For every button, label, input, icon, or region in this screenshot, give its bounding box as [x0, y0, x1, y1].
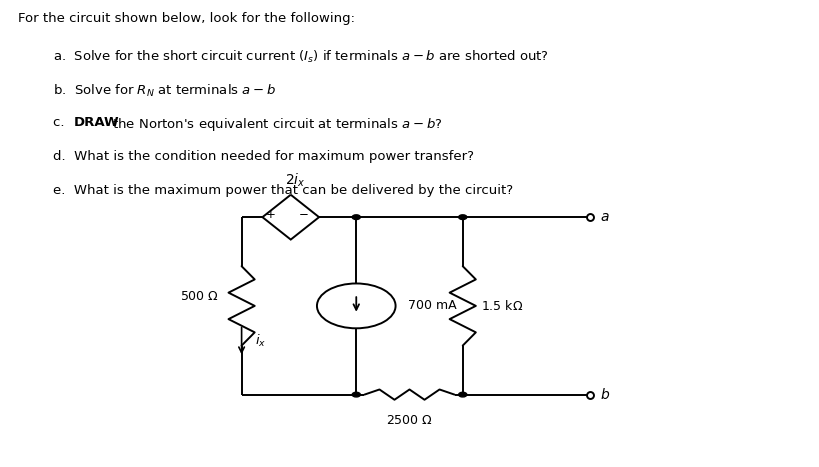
- Circle shape: [459, 215, 467, 219]
- Text: d.  What is the condition needed for maximum power transfer?: d. What is the condition needed for maxi…: [53, 150, 474, 163]
- Text: 500 $\Omega$: 500 $\Omega$: [179, 290, 219, 303]
- Text: For the circuit shown below, look for the following:: For the circuit shown below, look for th…: [18, 12, 355, 25]
- Text: 2500 $\Omega$: 2500 $\Omega$: [386, 414, 433, 427]
- Text: $a$: $a$: [600, 210, 609, 224]
- Text: b.  Solve for $R_N$ at terminals $a - b$: b. Solve for $R_N$ at terminals $a - b$: [53, 83, 276, 99]
- Text: the Norton's equivalent circuit at terminals $a - b$?: the Norton's equivalent circuit at termi…: [108, 116, 442, 133]
- Text: $2i_x$: $2i_x$: [284, 172, 305, 189]
- Text: DRAW: DRAW: [74, 116, 120, 129]
- Text: e.  What is the maximum power that can be delivered by the circuit?: e. What is the maximum power that can be…: [53, 184, 514, 197]
- Text: +: +: [266, 208, 276, 221]
- Circle shape: [459, 392, 467, 397]
- Text: $i_x$: $i_x$: [255, 333, 266, 349]
- Text: 1.5 k$\Omega$: 1.5 k$\Omega$: [481, 299, 523, 313]
- Circle shape: [352, 392, 360, 397]
- Text: a.  Solve for the short circuit current ($I_s$) if terminals $a - b$ are shorted: a. Solve for the short circuit current (…: [53, 49, 549, 65]
- Text: $b$: $b$: [600, 387, 609, 402]
- Text: c.: c.: [53, 116, 73, 129]
- Circle shape: [352, 215, 360, 219]
- Text: 700 mA: 700 mA: [408, 299, 456, 312]
- Text: −: −: [299, 208, 309, 221]
